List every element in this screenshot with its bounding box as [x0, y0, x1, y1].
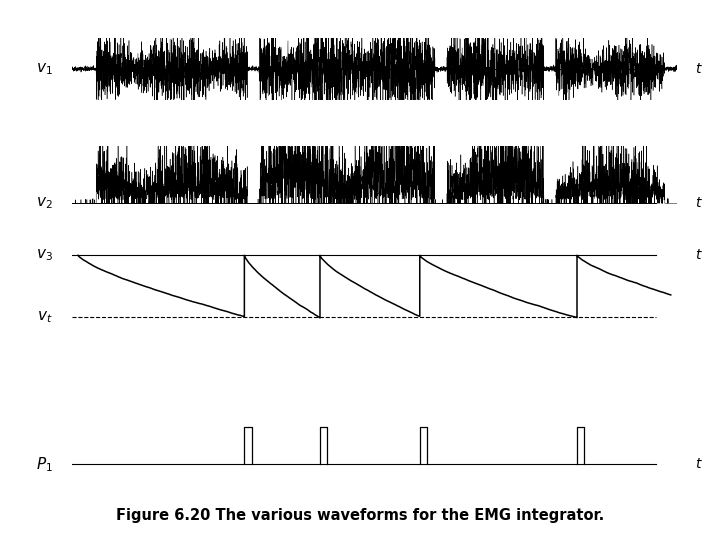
- Text: Figure 6.20 The various waveforms for the EMG integrator.: Figure 6.20 The various waveforms for th…: [116, 508, 604, 523]
- Text: $v_2$: $v_2$: [37, 195, 53, 211]
- Text: $v_1$: $v_1$: [37, 61, 53, 77]
- Text: $t$: $t$: [695, 62, 703, 76]
- Text: $t$: $t$: [695, 197, 703, 210]
- Text: $v_t$: $v_t$: [37, 309, 53, 325]
- Text: $t$: $t$: [695, 457, 703, 471]
- Text: $t$: $t$: [695, 248, 703, 262]
- Text: $v_3$: $v_3$: [36, 247, 53, 263]
- Text: $P_1$: $P_1$: [36, 455, 53, 474]
